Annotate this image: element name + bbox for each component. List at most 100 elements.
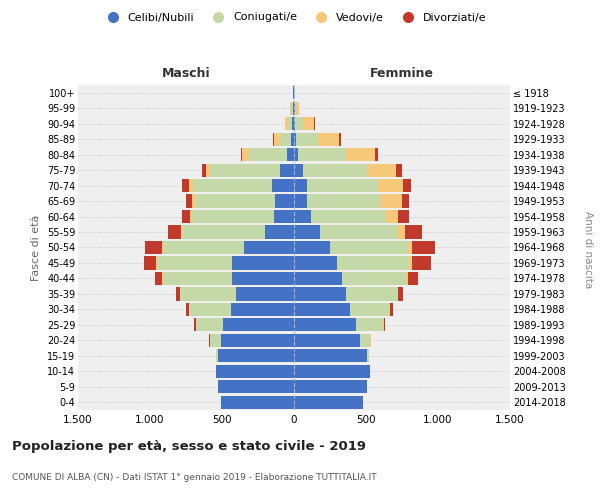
Bar bbox=[294, 256, 337, 270]
Bar bbox=[182, 226, 265, 238]
Bar bbox=[307, 194, 380, 207]
Bar bbox=[314, 117, 315, 130]
Bar bbox=[406, 272, 408, 285]
Bar bbox=[182, 210, 190, 223]
Bar bbox=[398, 210, 409, 223]
Bar bbox=[294, 288, 346, 300]
Bar bbox=[274, 210, 294, 223]
Bar bbox=[284, 117, 287, 130]
Bar bbox=[396, 164, 402, 176]
Text: Anni di nascita: Anni di nascita bbox=[583, 212, 593, 288]
Bar bbox=[294, 164, 302, 176]
Bar bbox=[356, 318, 383, 332]
Bar bbox=[202, 164, 206, 176]
Bar bbox=[194, 318, 196, 332]
Bar bbox=[287, 117, 292, 130]
Bar bbox=[398, 288, 403, 300]
Bar bbox=[294, 210, 311, 223]
Bar bbox=[360, 334, 370, 347]
Bar bbox=[294, 272, 341, 285]
Bar bbox=[403, 179, 410, 192]
Bar bbox=[294, 334, 360, 347]
Bar bbox=[294, 364, 370, 378]
Bar bbox=[389, 303, 390, 316]
Bar bbox=[295, 117, 302, 130]
Bar bbox=[241, 148, 242, 161]
Bar bbox=[293, 86, 294, 100]
Bar bbox=[162, 272, 163, 285]
Bar bbox=[298, 148, 346, 161]
Bar bbox=[145, 241, 162, 254]
Bar bbox=[163, 272, 232, 285]
Bar bbox=[294, 303, 350, 316]
Bar bbox=[341, 272, 406, 285]
Bar bbox=[294, 350, 367, 362]
Bar bbox=[157, 256, 232, 270]
Bar bbox=[294, 380, 367, 394]
Bar bbox=[168, 226, 181, 238]
Bar bbox=[162, 241, 163, 254]
Text: Popolazione per età, sesso e stato civile - 2019: Popolazione per età, sesso e stato civil… bbox=[12, 440, 366, 453]
Bar bbox=[405, 226, 422, 238]
Bar bbox=[218, 350, 294, 362]
Bar bbox=[294, 318, 356, 332]
Bar bbox=[194, 194, 275, 207]
Bar bbox=[294, 226, 320, 238]
Text: COMUNE DI ALBA (CN) - Dati ISTAT 1° gennaio 2019 - Elaborazione TUTTITALIA.IT: COMUNE DI ALBA (CN) - Dati ISTAT 1° genn… bbox=[12, 473, 377, 482]
Bar bbox=[380, 194, 402, 207]
Bar bbox=[236, 288, 294, 300]
Bar bbox=[340, 132, 341, 145]
Bar bbox=[398, 226, 405, 238]
Bar bbox=[211, 164, 280, 176]
Bar bbox=[386, 210, 398, 223]
Bar bbox=[176, 288, 180, 300]
Bar bbox=[196, 318, 223, 332]
Bar bbox=[295, 102, 296, 115]
Bar bbox=[346, 148, 374, 161]
Bar bbox=[318, 132, 340, 145]
Bar bbox=[290, 102, 291, 115]
Bar bbox=[221, 334, 294, 347]
Bar bbox=[408, 272, 418, 285]
Bar bbox=[311, 210, 386, 223]
Bar bbox=[390, 303, 392, 316]
Bar bbox=[218, 380, 294, 394]
Bar bbox=[294, 132, 296, 145]
Bar bbox=[216, 350, 218, 362]
Bar bbox=[292, 117, 294, 130]
Bar bbox=[307, 179, 377, 192]
Bar bbox=[242, 148, 250, 161]
Bar bbox=[294, 117, 295, 130]
Bar bbox=[244, 241, 294, 254]
Bar bbox=[330, 241, 408, 254]
Bar bbox=[186, 194, 192, 207]
Bar bbox=[374, 148, 377, 161]
Text: Femmine: Femmine bbox=[370, 68, 434, 80]
Bar bbox=[384, 318, 385, 332]
Bar bbox=[230, 303, 294, 316]
Bar bbox=[155, 272, 162, 285]
Bar bbox=[296, 102, 299, 115]
Bar bbox=[181, 226, 182, 238]
Bar bbox=[280, 132, 291, 145]
Bar bbox=[192, 194, 194, 207]
Bar bbox=[232, 256, 294, 270]
Bar bbox=[346, 288, 398, 300]
Bar bbox=[143, 256, 157, 270]
Bar bbox=[293, 102, 294, 115]
Bar bbox=[296, 132, 318, 145]
Bar bbox=[412, 256, 431, 270]
Bar bbox=[182, 179, 189, 192]
Bar bbox=[273, 132, 274, 145]
Bar bbox=[409, 256, 412, 270]
Bar bbox=[294, 102, 295, 115]
Bar bbox=[192, 210, 274, 223]
Bar bbox=[211, 334, 221, 347]
Bar bbox=[367, 350, 369, 362]
Bar bbox=[206, 164, 211, 176]
Text: Maschi: Maschi bbox=[161, 68, 211, 80]
Bar bbox=[223, 318, 294, 332]
Bar bbox=[302, 164, 367, 176]
Y-axis label: Fasce di età: Fasce di età bbox=[31, 214, 41, 280]
Bar bbox=[250, 148, 287, 161]
